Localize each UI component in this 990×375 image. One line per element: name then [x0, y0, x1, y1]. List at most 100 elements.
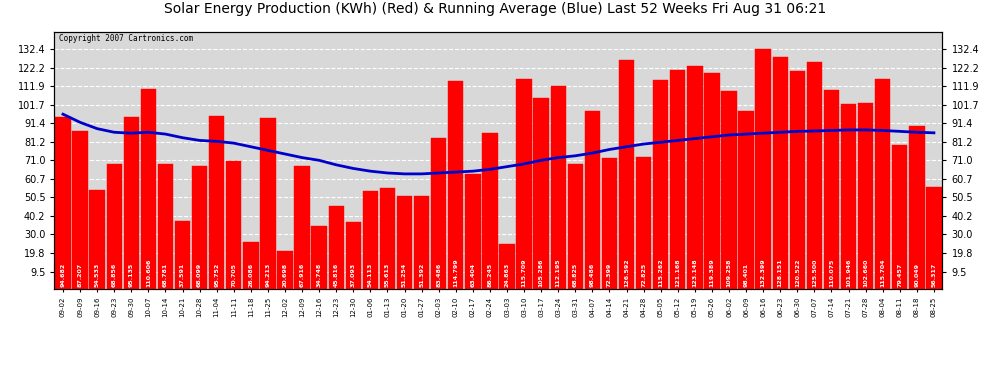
- Bar: [448, 81, 463, 289]
- Bar: [824, 90, 840, 289]
- Bar: [772, 57, 788, 289]
- Text: 56.317: 56.317: [932, 263, 937, 287]
- Bar: [482, 133, 498, 289]
- Text: 123.148: 123.148: [692, 258, 697, 287]
- Bar: [892, 145, 908, 289]
- Bar: [790, 71, 805, 289]
- Bar: [755, 49, 771, 289]
- Bar: [226, 161, 242, 289]
- Text: 121.168: 121.168: [675, 258, 680, 287]
- Text: Copyright 2007 Cartronics.com: Copyright 2007 Cartronics.com: [58, 34, 193, 44]
- Text: 105.286: 105.286: [539, 258, 544, 287]
- Text: 101.946: 101.946: [846, 258, 851, 287]
- Text: 55.613: 55.613: [385, 263, 390, 287]
- Bar: [175, 221, 190, 289]
- Text: 54.533: 54.533: [95, 263, 100, 287]
- Text: 45.816: 45.816: [334, 263, 339, 287]
- Text: 67.916: 67.916: [300, 263, 305, 287]
- Bar: [739, 111, 753, 289]
- Bar: [670, 69, 685, 289]
- Text: 68.856: 68.856: [112, 263, 117, 287]
- Text: 112.195: 112.195: [555, 258, 560, 287]
- Bar: [72, 131, 88, 289]
- Text: 54.113: 54.113: [368, 263, 373, 287]
- Text: 115.262: 115.262: [658, 258, 663, 287]
- Bar: [260, 118, 275, 289]
- Text: 68.825: 68.825: [573, 263, 578, 287]
- Text: 20.698: 20.698: [282, 263, 287, 287]
- Bar: [244, 242, 258, 289]
- Text: 24.863: 24.863: [505, 263, 510, 287]
- Text: 68.099: 68.099: [197, 263, 202, 287]
- Text: 72.399: 72.399: [607, 263, 612, 287]
- Bar: [157, 164, 173, 289]
- Bar: [89, 190, 105, 289]
- Text: 109.258: 109.258: [727, 258, 732, 287]
- Bar: [55, 117, 70, 289]
- Text: 51.254: 51.254: [402, 263, 407, 287]
- Text: 37.591: 37.591: [180, 263, 185, 287]
- Bar: [499, 244, 515, 289]
- Bar: [653, 80, 668, 289]
- Text: Solar Energy Production (KWh) (Red) & Running Average (Blue) Last 52 Weeks Fri A: Solar Energy Production (KWh) (Red) & Ru…: [164, 2, 826, 16]
- Bar: [909, 126, 925, 289]
- Bar: [380, 188, 395, 289]
- Bar: [875, 80, 890, 289]
- Text: 79.457: 79.457: [897, 263, 902, 287]
- Text: 110.606: 110.606: [146, 259, 150, 287]
- Bar: [124, 117, 139, 289]
- Bar: [312, 226, 327, 289]
- Bar: [141, 88, 156, 289]
- Text: 98.486: 98.486: [590, 263, 595, 287]
- Text: 34.748: 34.748: [317, 263, 322, 287]
- Bar: [465, 174, 480, 289]
- Bar: [602, 158, 617, 289]
- Bar: [414, 196, 430, 289]
- Text: 95.752: 95.752: [214, 263, 219, 287]
- Bar: [687, 66, 703, 289]
- Bar: [585, 111, 600, 289]
- Text: 115.709: 115.709: [522, 258, 527, 287]
- Text: 128.151: 128.151: [778, 258, 783, 287]
- Bar: [107, 164, 122, 289]
- Bar: [858, 103, 873, 289]
- Bar: [277, 251, 293, 289]
- Text: 126.592: 126.592: [624, 258, 629, 287]
- Text: 70.705: 70.705: [232, 263, 237, 287]
- Text: 87.207: 87.207: [77, 263, 82, 287]
- Bar: [534, 98, 548, 289]
- Text: 68.781: 68.781: [163, 263, 168, 287]
- Text: 120.522: 120.522: [795, 258, 800, 287]
- Text: 72.825: 72.825: [642, 263, 646, 287]
- Bar: [346, 222, 361, 289]
- Bar: [517, 80, 532, 289]
- Bar: [192, 165, 207, 289]
- Text: 26.086: 26.086: [248, 263, 253, 287]
- Text: 94.682: 94.682: [60, 263, 65, 287]
- Text: 102.660: 102.660: [863, 259, 868, 287]
- Text: 110.075: 110.075: [829, 259, 834, 287]
- Text: 114.799: 114.799: [453, 258, 458, 287]
- Bar: [567, 164, 583, 289]
- Bar: [704, 73, 720, 289]
- Bar: [362, 191, 378, 289]
- Text: 98.401: 98.401: [743, 263, 748, 287]
- Bar: [927, 187, 941, 289]
- Text: 63.404: 63.404: [470, 263, 475, 287]
- Bar: [722, 91, 737, 289]
- Bar: [636, 157, 651, 289]
- Text: 115.704: 115.704: [880, 258, 885, 287]
- Text: 95.135: 95.135: [129, 263, 134, 287]
- Bar: [619, 60, 635, 289]
- Text: 37.093: 37.093: [350, 263, 355, 287]
- Bar: [209, 116, 225, 289]
- Bar: [807, 62, 822, 289]
- Text: 86.245: 86.245: [487, 263, 492, 287]
- Bar: [294, 166, 310, 289]
- Text: 51.392: 51.392: [419, 263, 424, 287]
- Text: 132.399: 132.399: [760, 258, 765, 287]
- Text: 83.486: 83.486: [437, 263, 442, 287]
- Bar: [397, 196, 412, 289]
- Text: 94.213: 94.213: [265, 263, 270, 287]
- Text: 125.500: 125.500: [812, 259, 817, 287]
